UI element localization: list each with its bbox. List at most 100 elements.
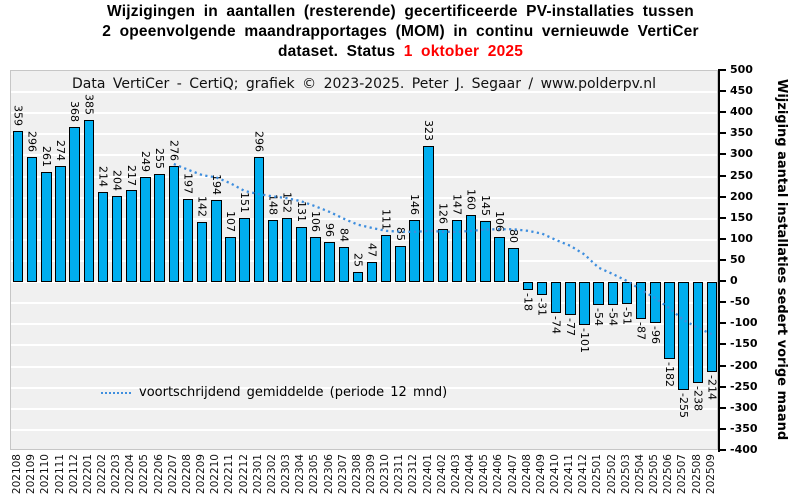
chart-title: Wijzigingen in aantallen (resterende) ge… xyxy=(0,2,801,62)
x-tick-label: 202211 xyxy=(223,454,236,495)
bar-value-label: 261 xyxy=(39,145,53,167)
x-label-cell: 202301 xyxy=(251,454,265,500)
x-label-cell: 202503 xyxy=(619,454,633,500)
gridline xyxy=(11,407,717,410)
y-tick-label: 100 xyxy=(730,231,753,245)
y-tick-label: -250 xyxy=(730,379,758,393)
bar-value-label: 255 xyxy=(153,148,167,170)
bar-202309 xyxy=(366,262,378,283)
gridline xyxy=(11,91,717,94)
status-date: 1 oktober 2025 xyxy=(403,43,524,60)
x-label-cell: 202507 xyxy=(675,454,689,500)
y-tick xyxy=(718,237,726,240)
x-label-cell: 202109 xyxy=(24,454,38,500)
x-label-cell: 202302 xyxy=(265,454,279,500)
x-label-cell: 202212 xyxy=(237,454,251,500)
moving-average-line-swatch xyxy=(101,391,131,394)
bar-value-label: 368 xyxy=(68,100,82,122)
bar-value-label: 217 xyxy=(124,164,138,186)
bar-202209 xyxy=(196,222,208,283)
x-tick-label: 202209 xyxy=(195,454,208,495)
chart-title-line2: 2 opeenvolgende maandrapportages (MOM) i… xyxy=(102,23,699,40)
legend: voortschrijdend gemiddelde (periode 12 m… xyxy=(101,385,447,400)
bar-value-label: 276 xyxy=(167,139,181,161)
bar-value-label: -54 xyxy=(592,307,606,326)
x-tick-label: 202503 xyxy=(619,454,632,495)
bar-value-label: -54 xyxy=(606,307,620,326)
y-tick xyxy=(718,174,726,177)
bar-value-label: 160 xyxy=(464,188,478,210)
x-tick-label: 202212 xyxy=(237,454,250,495)
y-tick-label: 300 xyxy=(730,147,753,161)
bar-value-label: -101 xyxy=(577,327,591,353)
x-tick-label: 202110 xyxy=(39,454,52,495)
y-tick xyxy=(718,385,726,388)
x-tick-label: 202402 xyxy=(435,454,448,495)
bar-202305 xyxy=(310,237,321,283)
x-label-cell: 202112 xyxy=(67,454,81,500)
x-tick-label: 202111 xyxy=(53,454,66,495)
y-tick xyxy=(718,216,726,219)
bar-202505 xyxy=(650,282,661,323)
bar-value-label: 84 xyxy=(337,227,351,242)
x-label-cell: 202310 xyxy=(378,454,392,500)
x-label-cell: 202306 xyxy=(321,454,335,500)
x-label-cell: 202203 xyxy=(109,454,123,500)
bar-value-label: 146 xyxy=(408,194,422,216)
y-tick-label: -400 xyxy=(730,443,758,456)
bar-value-label: -18 xyxy=(521,292,535,311)
x-label-cell: 202201 xyxy=(81,454,95,500)
x-tick-label: 202311 xyxy=(393,454,406,495)
x-label-cell: 202206 xyxy=(152,454,166,500)
x-label-cell: 202508 xyxy=(690,454,704,500)
y-tick-label: 250 xyxy=(730,168,753,182)
bar-value-label: -182 xyxy=(662,361,676,387)
x-tick-label: 202411 xyxy=(563,454,576,495)
y-tick xyxy=(718,195,726,198)
x-tick-label: 202408 xyxy=(520,454,533,495)
plot-area: Data VertiCer - CertiQ; grafiek © 2023-2… xyxy=(10,70,718,450)
legend-label: voortschrijdend gemiddelde (periode 12 m… xyxy=(139,385,448,400)
bar-value-label: 25 xyxy=(351,252,365,267)
bar-202507 xyxy=(678,282,689,390)
bar-202201 xyxy=(83,119,95,283)
y-tick xyxy=(718,153,726,156)
bar-202410 xyxy=(550,282,562,314)
x-label-cell: 202305 xyxy=(307,454,321,500)
x-label-cell: 202509 xyxy=(704,454,718,500)
bar-value-label: 296 xyxy=(252,131,266,153)
x-tick-label: 202109 xyxy=(25,454,38,495)
x-tick-label: 202312 xyxy=(407,454,420,495)
bar-202108 xyxy=(12,130,24,283)
bar-202311 xyxy=(395,246,406,283)
x-tick-label: 202308 xyxy=(350,454,363,495)
x-label-cell: 202412 xyxy=(576,454,590,500)
y-axis-line xyxy=(718,70,720,452)
copyright-subtitle: Data VertiCer - CertiQ; grafiek © 2023-2… xyxy=(71,76,657,92)
bar-202310 xyxy=(380,235,392,283)
x-tick-label: 202205 xyxy=(138,454,151,495)
y-tick-label: -150 xyxy=(730,337,758,351)
bar-202110 xyxy=(41,171,52,283)
bar-202302 xyxy=(267,219,279,283)
y-tick-label: 0 xyxy=(730,274,738,288)
x-label-cell: 202404 xyxy=(463,454,477,500)
gridline xyxy=(11,112,717,115)
bar-value-label: 214 xyxy=(96,165,110,187)
x-tick-label: 202304 xyxy=(294,454,307,495)
y-tick xyxy=(718,132,726,135)
x-label-cell: 202110 xyxy=(38,454,52,500)
x-tick-label: 202412 xyxy=(577,454,590,495)
bar-202412 xyxy=(579,282,590,325)
bar-value-label: 142 xyxy=(195,196,209,218)
x-label-cell: 202204 xyxy=(123,454,137,500)
x-tick-label: 202407 xyxy=(506,454,519,495)
x-tick-label: 202306 xyxy=(322,454,335,495)
y-tick xyxy=(718,111,726,114)
x-tick-label: 202204 xyxy=(124,454,137,495)
bar-value-label: 85 xyxy=(393,227,407,242)
x-tick-label: 202502 xyxy=(605,454,618,495)
bar-value-label: -51 xyxy=(620,306,634,325)
y-tick xyxy=(718,322,726,325)
bar-202409 xyxy=(536,282,548,296)
